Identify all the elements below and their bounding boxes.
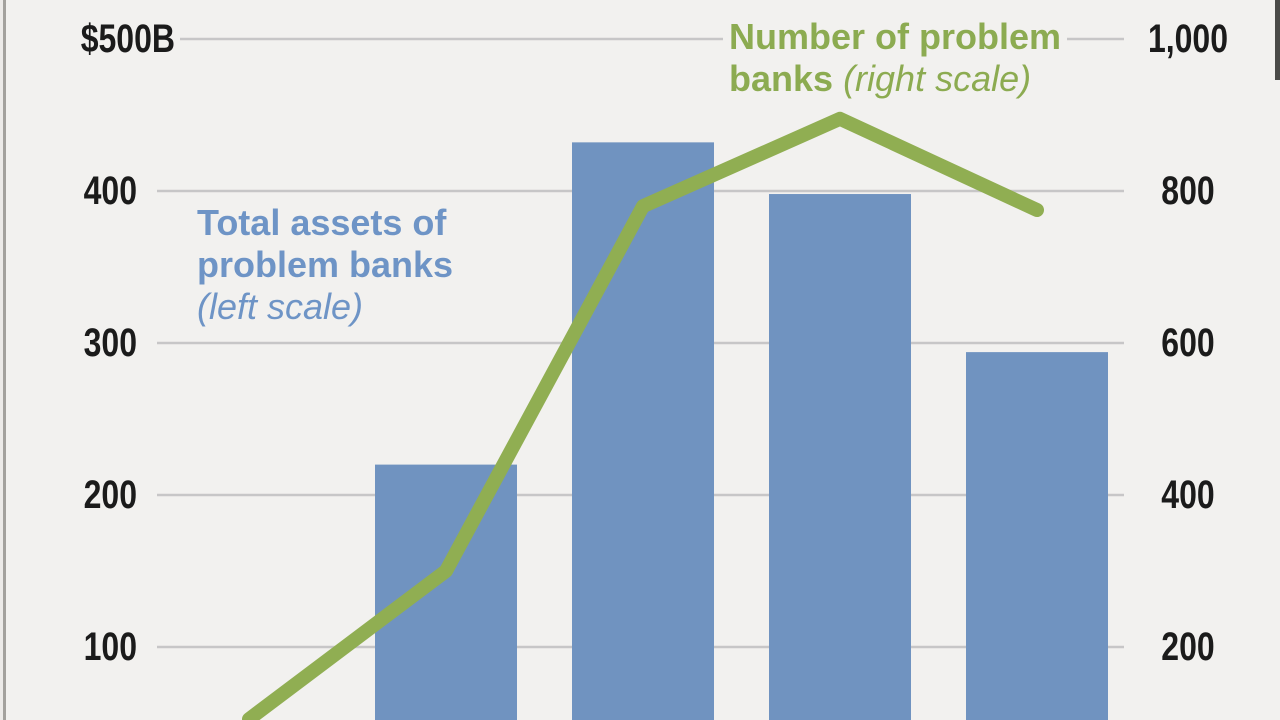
right-axis-label: 800 — [1124, 170, 1252, 212]
problem-bank-assets-bar — [572, 142, 714, 720]
bar-legend-line1: Total assets of — [197, 202, 447, 243]
line-legend-line1: Number of problem — [729, 16, 1062, 57]
right-axis-label: 600 — [1124, 322, 1252, 364]
bar-legend-scale-note: (left scale) — [197, 286, 364, 327]
line-legend-line2: banks — [729, 58, 834, 99]
right-axis-label: 1,000 — [1124, 18, 1252, 60]
left-axis-label: 400 — [83, 169, 137, 213]
figure-left-edge-strip — [0, 0, 3, 720]
line-series-legend: Number of problem banks (right scale) — [723, 14, 1068, 102]
problem-bank-assets-bar — [769, 194, 911, 720]
problem-bank-assets-bar — [966, 352, 1108, 720]
right-axis-label: 200 — [1124, 626, 1252, 668]
bar-series-legend: Total assets of problem banks (left scal… — [191, 200, 460, 330]
left-axis-label: 100 — [83, 625, 137, 669]
left-axis-label: 300 — [83, 321, 137, 365]
line-legend-scale-note: (right scale) — [843, 58, 1032, 99]
left-axis-label: $500B — [80, 17, 175, 61]
problem-banks-line — [242, 111, 1044, 720]
figure-left-border-line — [3, 0, 6, 720]
problem-bank-assets-bar — [375, 464, 517, 720]
bar-legend-line2: problem banks — [197, 244, 454, 285]
right-axis-label: 400 — [1124, 474, 1252, 516]
left-axis-label: 200 — [83, 473, 137, 517]
figure-right-edge-mark — [1275, 0, 1280, 80]
